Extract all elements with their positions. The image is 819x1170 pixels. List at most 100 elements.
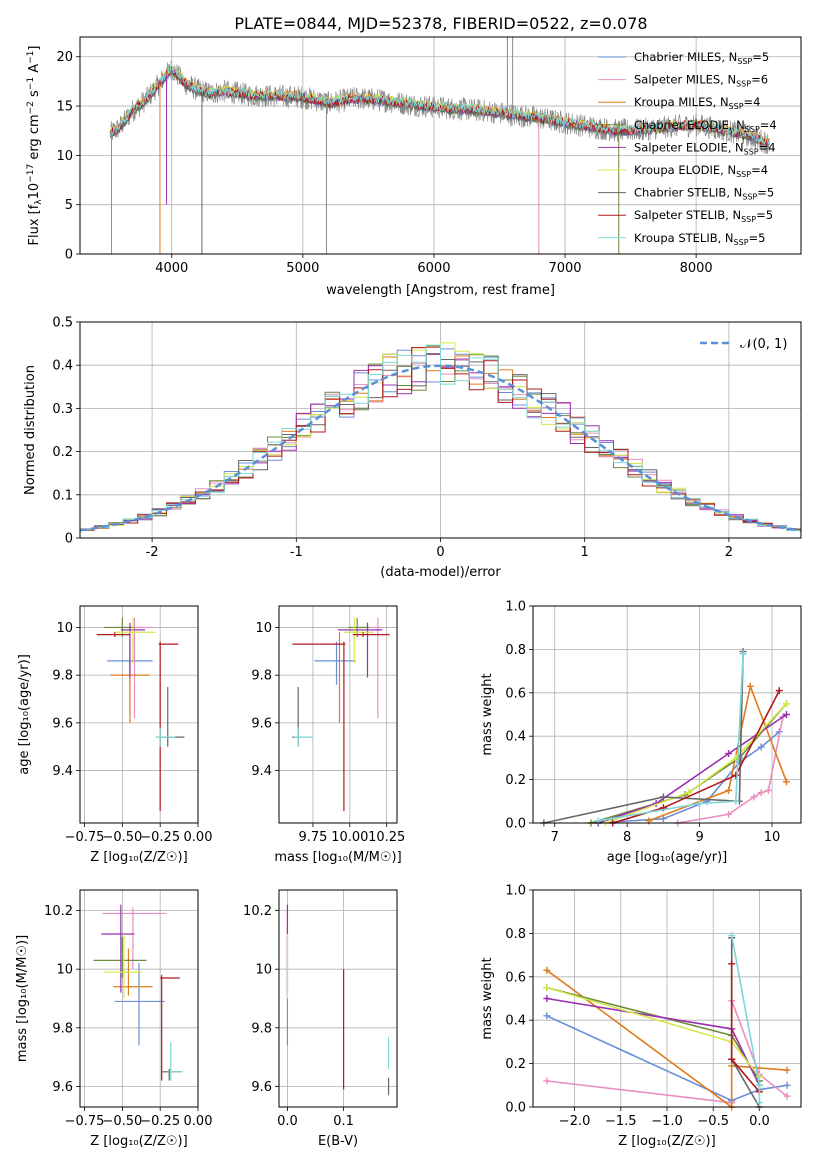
spectrum-lines (109, 37, 770, 254)
legend-subscript: SSP (734, 238, 749, 247)
weight-marker-2 (728, 1062, 736, 1070)
legend-entry-4: Salpeter ELODIE, NSSP=4 (634, 140, 776, 156)
y-axis-label-part: Flux [f (27, 204, 42, 245)
weight-line-0 (598, 731, 780, 824)
y-axis-label-part: −1 (26, 77, 36, 90)
y-axis-label-part: −1 (26, 51, 36, 64)
y-axis-label-part: s (27, 90, 42, 101)
weight-marker-8 (696, 799, 704, 807)
x-tick-label: 10.25 (368, 830, 405, 845)
legend-text: Kroupa STELIB, N (634, 231, 734, 245)
panel-residuals: -2 -1 0 1 2 0 0.1 0.2 0.3 0.4 0.5 (data-model)/erro… (23, 316, 802, 580)
weight-marker-4 (783, 711, 791, 718)
weight-marker-1 (783, 1092, 791, 1100)
panel-age-vs-mass: 9.75 10.00 10.25 9.4 9.6 9.8 10 mass [log₁₀(M/M… (251, 605, 405, 865)
legend-text: Kroupa ELODIE, N (634, 163, 736, 177)
y-tick-label: 0.2 (505, 773, 526, 788)
y-tick-label: 0 (65, 248, 73, 263)
weight-marker-1 (750, 793, 758, 801)
y-axis-label-part: −17 (26, 164, 36, 183)
legend-entry-5: Kroupa ELODIE, NSSP=4 (634, 163, 768, 179)
y-tick-label: 0.8 (505, 643, 526, 658)
legend-entry-gaussian: 𝒩(0, 1) (740, 337, 787, 352)
y-tick-label: 0.2 (505, 1057, 526, 1072)
y-tick-label: 10 (56, 149, 73, 164)
legend-subscript: SSP (736, 80, 751, 89)
weight-marker-5 (685, 789, 693, 797)
legend-entry-2: Kroupa MILES, NSSP=4 (634, 95, 760, 111)
y-axis-label: mass [log₁₀(M/M☉)] (15, 935, 30, 1062)
y-tick-label: 10.2 (243, 904, 272, 919)
legend-entry-3: Chabrier ELODIE, NSSP=4 (634, 118, 777, 134)
weight-marker-8 (755, 1081, 763, 1089)
x-tick-label: 0.1 (333, 1114, 354, 1129)
x-tick-label: 10 (764, 830, 781, 845)
weight-marker-8 (728, 932, 736, 940)
weight-marker-7 (728, 1055, 736, 1063)
weight-marker-1 (725, 810, 733, 818)
x-axis-label: (data-model)/error (380, 565, 501, 580)
weight-marker-8 (732, 797, 740, 805)
y-tick-label: 0 (65, 532, 73, 547)
legend-subscript: SSP (736, 170, 751, 179)
weight-line-6 (543, 651, 744, 824)
weight-line-6 (730, 937, 761, 1108)
histogram-group (80, 342, 801, 533)
weight-marker-7 (775, 687, 783, 695)
panel-age-vs-Z: −0.75−0.50−0.25 0.00 9.4 9.6 9.8 10 Z [log₁₀(Z… (17, 605, 212, 865)
y-axis-label-part: 10 (27, 183, 42, 200)
axes-frame (79, 36, 802, 255)
y-axis-label-part: ] (27, 46, 42, 51)
y-tick-label: 0.4 (505, 1014, 526, 1029)
legend-text: =4 (744, 95, 761, 109)
legend-text: Kroupa MILES, N (634, 95, 729, 109)
weight-marker-0 (757, 743, 765, 751)
panel-spectrum: 4000 5000 6000 7000 8000 0 5 10 15 20 wavelength [… (26, 36, 802, 298)
y-tick-label: 10 (56, 963, 73, 978)
y-tick-label: 0.0 (505, 817, 526, 832)
x-axis-label: age [log₁₀(age/yr)] (607, 850, 728, 865)
legend-entry-1: Salpeter MILES, NSSP=6 (634, 73, 768, 89)
y-tick-label: 9.6 (251, 1080, 272, 1095)
weight-marker-8 (755, 1099, 763, 1107)
legend-text: =5 (749, 231, 766, 245)
weight-marker-7 (732, 771, 740, 779)
legend-text: Salpeter STELIB, N (634, 208, 741, 222)
weight-marker-6 (659, 793, 667, 801)
model-spectrum-8 (109, 64, 770, 145)
y-tick-label: 0.1 (52, 488, 73, 503)
y-tick-label: 20 (56, 50, 73, 65)
y-tick-label: 9.6 (52, 716, 73, 731)
weight-marker-2 (746, 682, 754, 690)
legend-subscript: SSP (745, 125, 760, 134)
y-axis-label-part: erg cm (27, 114, 42, 163)
x-tick-label: 0.0 (749, 1114, 770, 1129)
y-axis-label-part: A (27, 64, 42, 77)
x-axis-label: wavelength [Angstrom, rest frame] (326, 283, 555, 298)
weight-marker-7 (728, 960, 736, 968)
x-tick-label: -1 (290, 545, 303, 560)
x-tick-label: −1.5 (605, 1114, 637, 1129)
axes-frame (79, 321, 802, 539)
y-tick-label: 9.4 (52, 764, 73, 779)
x-tick-label: −1.0 (651, 1114, 683, 1129)
weight-marker-8 (739, 650, 747, 658)
y-tick-label: 10 (56, 621, 73, 636)
y-tick-label: 1.0 (505, 884, 526, 899)
legend-entry-6: Chabrier STELIB, NSSP=5 (634, 186, 774, 202)
y-tick-label: 0.6 (505, 686, 526, 701)
x-axis-label: mass [log₁₀(M/M☉)] (274, 850, 401, 865)
y-tick-label: 10 (255, 963, 272, 978)
panel-weight-vs-age: 7 8 9 10 0.0 0.2 0.4 0.6 0.8 1.0 age [log₁₀(age/yr… (480, 600, 802, 865)
weight-marker-4 (725, 750, 733, 758)
legend-subscript: SSP (729, 102, 744, 111)
x-tick-label: 4000 (155, 261, 188, 276)
gaussian-curve (80, 364, 801, 532)
x-tick-label: −0.50 (102, 830, 142, 845)
weight-marker-0 (659, 815, 667, 823)
figure-title: PLATE=0844, MJD=52378, FIBERID=0522, z=0… (234, 14, 647, 33)
legend-text: Salpeter ELODIE, N (634, 140, 744, 154)
x-tick-label: 7 (551, 830, 559, 845)
y-tick-label: 0.0 (505, 1101, 526, 1116)
y-axis-label: mass weight (480, 957, 495, 1039)
